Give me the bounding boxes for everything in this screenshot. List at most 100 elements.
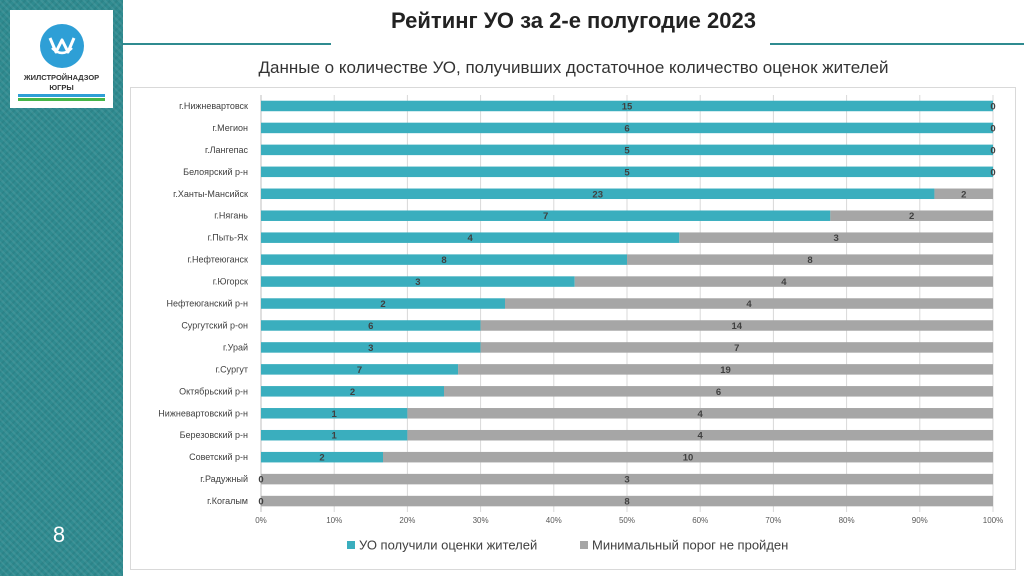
bar-received [261, 429, 408, 441]
category-label: г.Лангепас [205, 145, 249, 155]
title-rule-left [123, 43, 331, 45]
bar-received [261, 342, 481, 353]
data-label-received: 5 [624, 167, 630, 178]
bar-received [261, 100, 993, 112]
logo-text-line1: ЖИЛСТРОЙНАДЗОР [23, 73, 100, 82]
legend-label-received: УО получили оценки жителей [359, 538, 537, 553]
data-label-received: 5 [624, 145, 630, 156]
data-label-not-passed: 10 [683, 453, 694, 464]
bar-not-passed [407, 429, 993, 441]
x-tick-label: 70% [765, 516, 781, 525]
data-label-not-passed: 2 [961, 189, 966, 200]
category-label: г.Урай [223, 342, 248, 352]
category-label: г.Нижневартовск [179, 101, 248, 111]
logo-stripe-green [18, 98, 105, 101]
legend-marker-received [347, 541, 355, 549]
category-label: Березовский р-н [180, 430, 248, 440]
x-tick-label: 80% [839, 516, 855, 525]
category-label: г.Югорск [213, 277, 248, 287]
bar-not-passed [261, 495, 993, 507]
data-label-not-passed: 19 [720, 365, 731, 376]
category-label: г.Мегион [212, 123, 248, 133]
category-label: Сургутский р-он [181, 320, 248, 330]
category-label: Советский р-н [189, 452, 248, 462]
data-label-not-passed: 8 [807, 255, 812, 266]
data-label-not-passed: 4 [698, 431, 704, 442]
category-label: Нефтеюганский р-н [166, 299, 248, 309]
slide-title: Рейтинг УО за 2-е полугодие 2023 [391, 8, 756, 33]
data-label-received: 2 [380, 299, 385, 310]
category-label: Белоярский р-н [183, 167, 248, 177]
bar-received [261, 408, 408, 419]
category-label: г.Радужный [200, 474, 248, 484]
logo-stripe-blue [18, 94, 105, 97]
bar-not-passed [480, 320, 994, 331]
x-tick-label: 90% [912, 516, 928, 525]
data-label-received: 23 [592, 189, 603, 200]
data-label-received: 2 [319, 453, 324, 464]
bar-received [261, 298, 505, 309]
bar-received [261, 276, 575, 287]
logo-emblem-icon [40, 24, 84, 68]
data-label-not-passed: 4 [698, 409, 704, 420]
bar-not-passed [444, 386, 993, 397]
bar-received [261, 122, 993, 134]
page-number: 8 [52, 522, 66, 547]
title-rule-right [770, 43, 1024, 45]
bar-not-passed [480, 342, 994, 353]
bar-not-passed [458, 364, 994, 375]
data-label-not-passed: 0 [990, 123, 995, 134]
data-label-received: 1 [332, 409, 338, 420]
bar-received [261, 320, 481, 331]
data-label-received: 8 [441, 255, 446, 266]
bar-not-passed [830, 210, 993, 221]
bar-received [261, 144, 993, 156]
data-label-not-passed: 7 [734, 343, 739, 354]
bar-received [261, 254, 627, 265]
data-label-received: 7 [543, 211, 548, 222]
slide-subtitle: Данные о количестве УО, получивших доста… [258, 58, 889, 77]
bar-not-passed [934, 188, 993, 200]
logo-text-line2: ЮГРЫ [49, 83, 74, 92]
bar-not-passed [627, 254, 993, 265]
bar-not-passed [261, 473, 993, 485]
bar-received [261, 232, 680, 243]
data-label-not-passed: 0 [990, 101, 995, 112]
x-tick-label: 20% [399, 516, 415, 525]
data-label-received: 1 [332, 431, 338, 442]
data-label-received: 6 [624, 123, 629, 134]
bar-received [261, 210, 831, 221]
bar-received [261, 364, 459, 375]
data-label-not-passed: 4 [781, 277, 787, 288]
bar-received [261, 188, 935, 200]
x-tick-label: 100% [983, 516, 1003, 525]
data-label-not-passed: 0 [990, 145, 995, 156]
bar-received [261, 386, 444, 397]
data-label-received: 0 [258, 475, 263, 486]
data-label-not-passed: 3 [624, 475, 629, 486]
logo: ЖИЛСТРОЙНАДЗОР ЮГРЫ [10, 10, 113, 108]
category-label: г.Сургут [216, 364, 249, 374]
logo-symbol-icon [48, 37, 76, 55]
category-label: Нижневартовский р-н [158, 408, 248, 418]
bar-not-passed [679, 232, 993, 243]
category-label: г.Ханты-Мансийск [173, 189, 248, 199]
category-label: г.Нягань [214, 211, 248, 221]
data-label-not-passed: 2 [909, 211, 914, 222]
bar-not-passed [505, 298, 993, 309]
data-label-received: 4 [467, 233, 473, 244]
data-label-not-passed: 0 [990, 167, 995, 178]
data-label-not-passed: 4 [746, 299, 752, 310]
x-tick-label: 0% [255, 516, 267, 525]
bar-received [261, 451, 383, 463]
legend-label-not-passed: Минимальный порог не пройден [592, 538, 788, 553]
data-label-received: 3 [368, 343, 373, 354]
data-label-received: 0 [258, 497, 263, 508]
category-label: Октябрьский р-н [179, 386, 248, 396]
x-tick-label: 50% [619, 516, 635, 525]
bar-received [261, 166, 993, 178]
data-label-received: 6 [368, 321, 373, 332]
category-label: г.Нефтеюганск [187, 255, 248, 265]
data-label-not-passed: 8 [624, 497, 629, 508]
